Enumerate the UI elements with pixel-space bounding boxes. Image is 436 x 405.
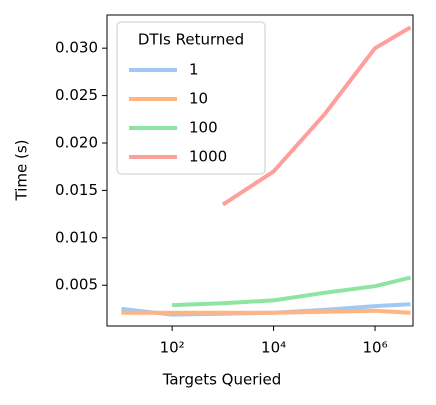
plot-frame [106, 14, 414, 327]
y-tick-label: 0.015 [55, 181, 98, 199]
y-tick-label: 0.025 [55, 86, 98, 104]
y-axis-label: Time (s) [13, 140, 31, 202]
legend-box [116, 21, 266, 175]
series-line [121, 308, 411, 315]
series-line [221, 25, 412, 207]
x-tick-label: 10⁴ [261, 339, 286, 357]
legend-label: 1 [189, 61, 199, 79]
x-tick-label: 10² [160, 339, 185, 357]
legend-label: 100 [189, 119, 218, 137]
y-tick-label: 0.005 [55, 276, 98, 294]
legend-title: DTIs Returned [138, 31, 244, 49]
legend-label: 1000 [189, 148, 227, 166]
y-tick-label: 0.020 [55, 134, 98, 152]
x-tick-label: 10⁶ [362, 339, 387, 357]
y-tick-label: 0.030 [55, 39, 98, 57]
legend-label: 10 [189, 90, 208, 108]
y-tick-label: 0.010 [55, 228, 98, 246]
x-axis-label: Targets Queried [162, 371, 282, 389]
series-line [172, 275, 411, 308]
